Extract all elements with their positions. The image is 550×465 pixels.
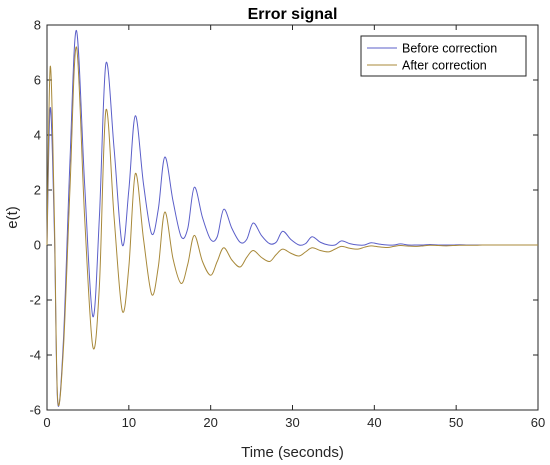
x-tick-label: 60 [531,415,545,430]
y-tick-label: -6 [29,403,41,418]
legend: Before correction After correction [360,35,527,77]
legend-label: After correction [402,59,487,73]
legend-box [360,35,527,77]
x-axis-title: Time (seconds) [241,444,344,461]
legend-label: Before correction [402,42,497,56]
series-lines [46,29,538,407]
y-tick-label: 8 [34,18,41,33]
y-tick-label: 6 [34,73,41,88]
y-axis-title: e(t) [4,206,21,229]
x-tick-label: 20 [203,415,217,430]
y-tick-label: 4 [34,128,41,143]
x-tick-label: 10 [122,415,136,430]
y-tick-label: -4 [29,348,41,363]
series-line-1 [46,29,538,407]
chart-title: Error signal [248,6,338,23]
x-tick-label: 50 [449,415,463,430]
y-tick-label: 0 [34,238,41,253]
y-tick-label: 2 [34,183,41,198]
x-tick-label: 40 [367,415,381,430]
plot-area [46,24,539,411]
x-tick-label: 0 [43,415,50,430]
x-tick-label: 30 [285,415,299,430]
series-line-2 [46,46,538,407]
axis-ticks: 0 10 20 30 40 50 60 -6 -4 -2 0 2 4 6 8 [29,18,545,431]
y-tick-label: -2 [29,293,41,308]
